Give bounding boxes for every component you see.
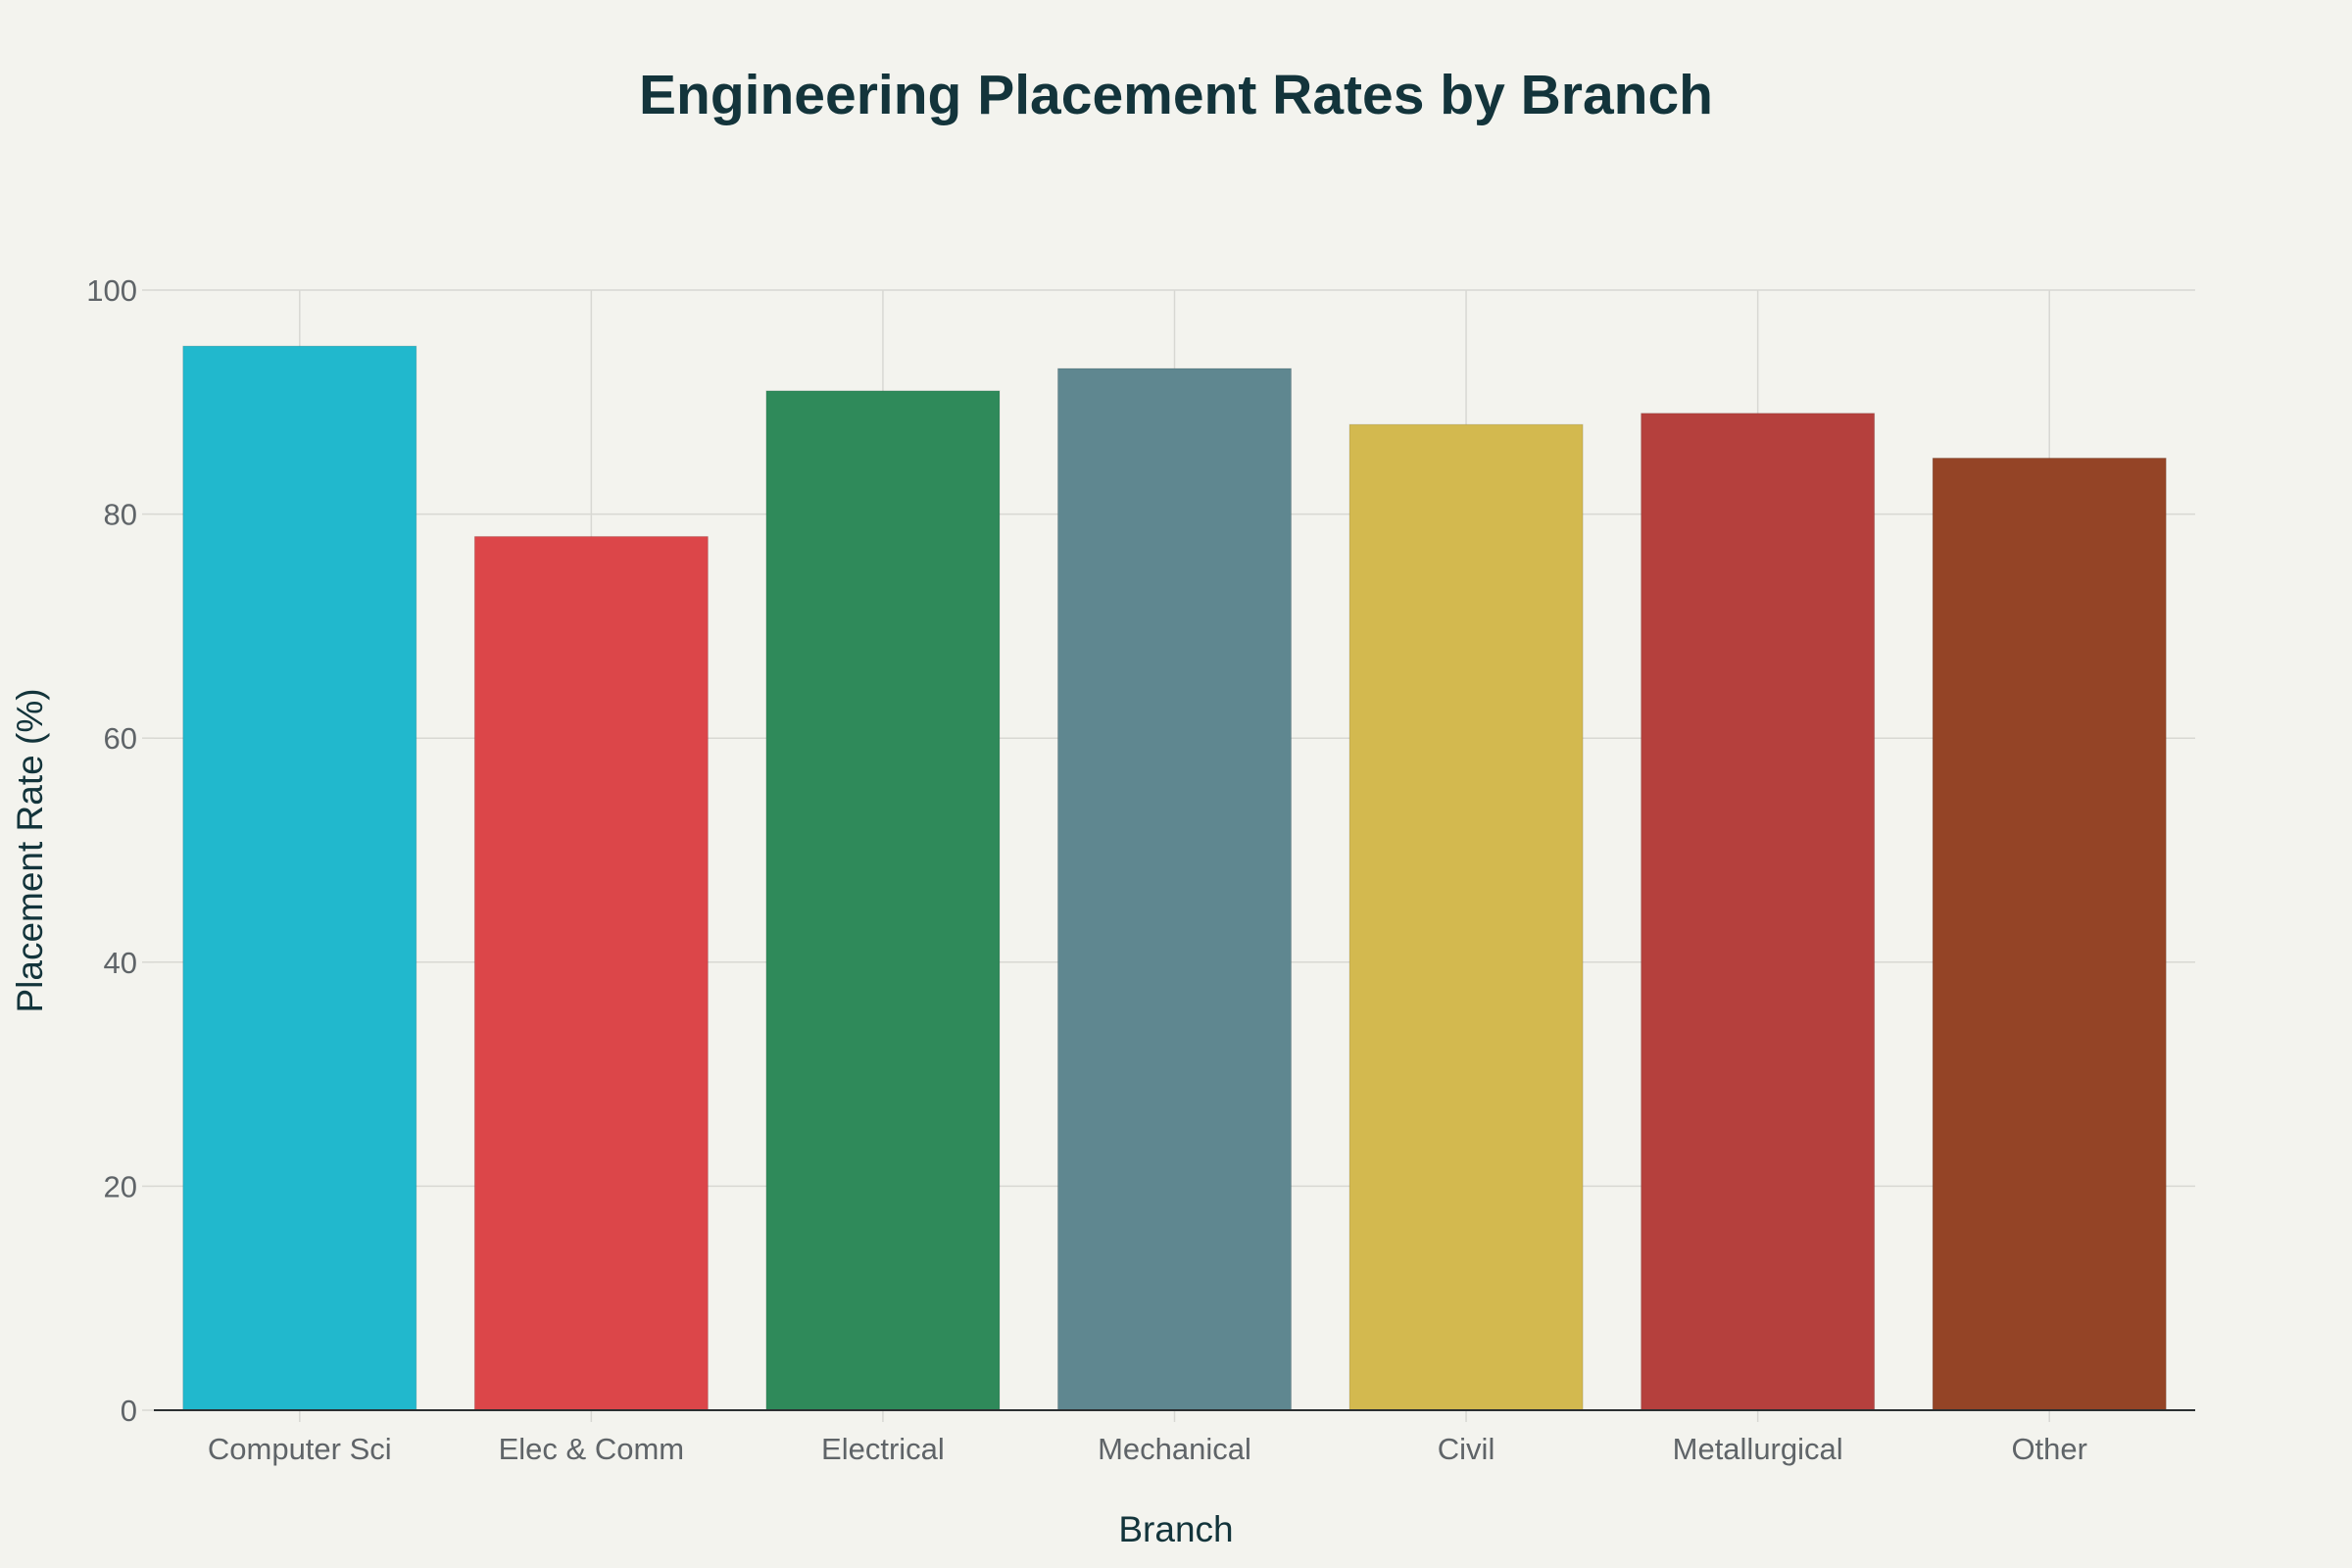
bar-metallurgical[interactable] bbox=[1641, 413, 1876, 1411]
bar-other[interactable] bbox=[1932, 457, 2167, 1411]
x-tick-label: Mechanical bbox=[1098, 1432, 1251, 1466]
y-tick-label: 0 bbox=[121, 1394, 137, 1428]
x-tick-label: Metallurgical bbox=[1673, 1432, 1843, 1466]
y-tick-label: 60 bbox=[104, 721, 137, 756]
bar-computer-sci[interactable] bbox=[182, 345, 417, 1411]
bar-electrical[interactable] bbox=[765, 390, 1001, 1411]
x-tick-label: Other bbox=[2011, 1432, 2087, 1466]
axes: 0 20 40 60 80 100 Computer Sci Elec & Comm Elect… bbox=[86, 273, 2195, 1466]
bar-civil[interactable] bbox=[1348, 423, 1584, 1411]
y-tick-label: 40 bbox=[104, 946, 137, 980]
x-axis-title: Branch bbox=[1118, 1509, 1233, 1549]
bars bbox=[182, 345, 2167, 1411]
x-tick-label: Civil bbox=[1438, 1432, 1495, 1466]
y-tick-label: 20 bbox=[104, 1169, 137, 1203]
x-tick-label: Electrical bbox=[821, 1432, 945, 1466]
chart-title: Engineering Placement Rates by Branch bbox=[639, 64, 1713, 126]
y-tick-label: 100 bbox=[86, 273, 137, 308]
x-tick-label: Elec & Comm bbox=[499, 1432, 684, 1466]
bar-elec-comm[interactable] bbox=[473, 535, 709, 1411]
y-tick-label: 80 bbox=[104, 498, 137, 532]
bar-mechanical[interactable] bbox=[1056, 368, 1293, 1411]
y-axis-title: Placement Rate (%) bbox=[10, 688, 50, 1012]
x-tick-label: Computer Sci bbox=[208, 1432, 392, 1466]
